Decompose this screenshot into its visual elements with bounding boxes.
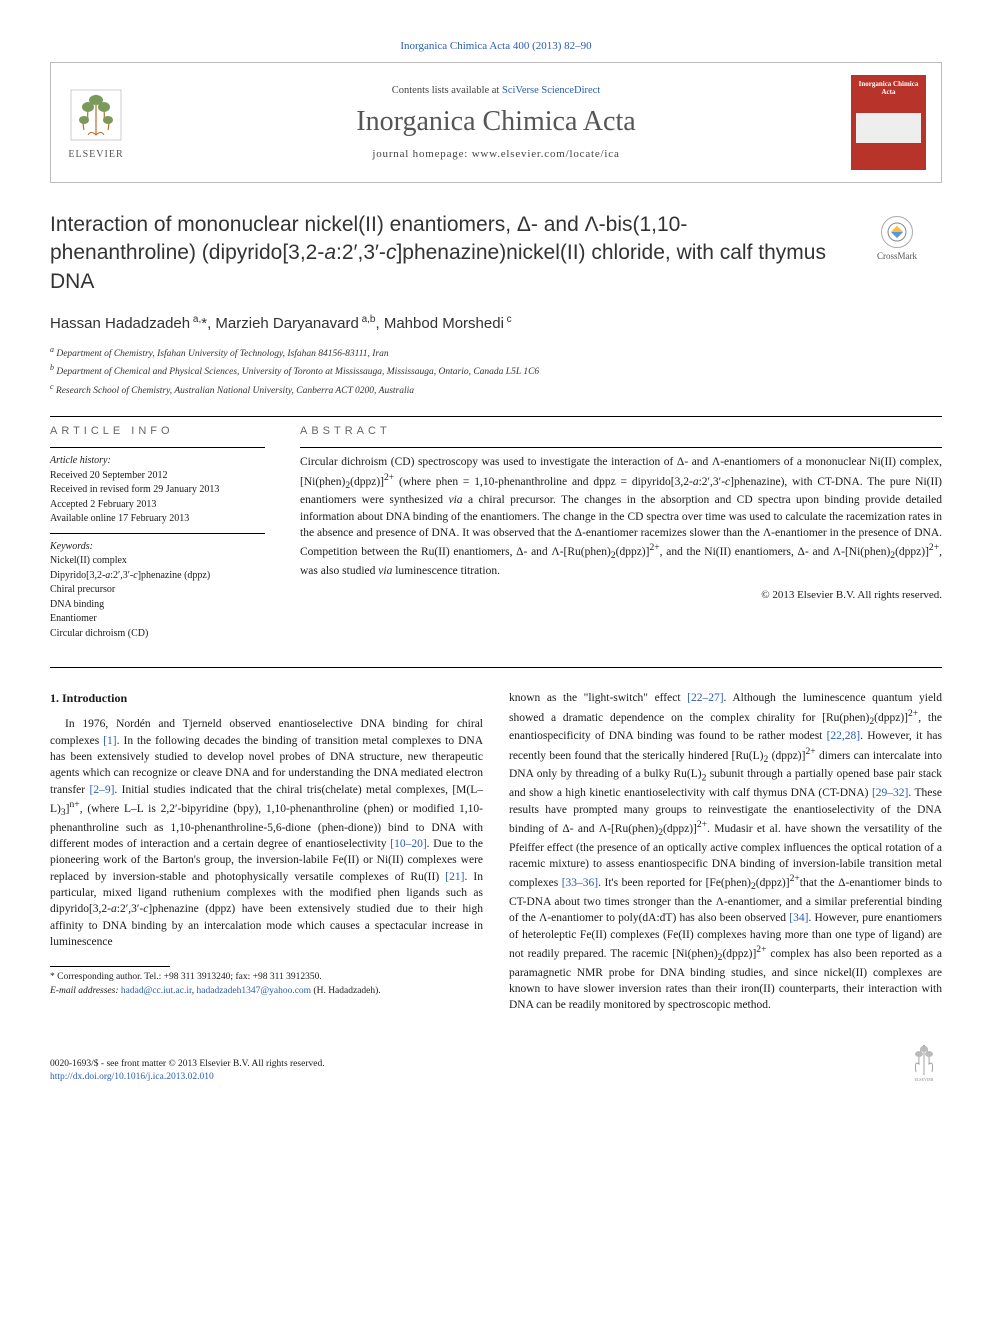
intro-paragraph: In 1976, Nordén and Tjerneld observed en… bbox=[50, 716, 483, 950]
journal-citation: Inorganica Chimica Acta 400 (2013) 82–90 bbox=[50, 40, 942, 52]
ref-link[interactable]: [33–36] bbox=[562, 877, 598, 889]
keyword: Dipyrido[3,2-a:2′,3′-c]phenazine (dppz) bbox=[50, 569, 265, 584]
keyword: Nickel(II) complex bbox=[50, 554, 265, 569]
body-column-right: known as the "light-switch" effect [22–2… bbox=[509, 690, 942, 1013]
affiliations: a Department of Chemistry, Isfahan Unive… bbox=[50, 344, 942, 398]
elsevier-label: ELSEVIER bbox=[66, 149, 126, 160]
article-info-column: article info Article history: Received 2… bbox=[50, 417, 265, 647]
keywords-label: Keywords: bbox=[50, 540, 265, 555]
history-revised: Received in revised form 29 January 2013 bbox=[50, 483, 265, 498]
history-online: Available online 17 February 2013 bbox=[50, 512, 265, 527]
contents-line: Contents lists available at SciVerse Sci… bbox=[141, 85, 851, 96]
elsevier-footer-logo: ELSEVIER bbox=[907, 1042, 942, 1085]
journal-homepage: journal homepage: www.elsevier.com/locat… bbox=[141, 148, 851, 160]
abstract-column: abstract Circular dichroism (CD) spectro… bbox=[300, 417, 942, 647]
ref-link[interactable]: [10–20] bbox=[390, 838, 426, 850]
ref-link[interactable]: [22,28] bbox=[827, 730, 861, 742]
homepage-url[interactable]: www.elsevier.com/locate/ica bbox=[472, 148, 620, 160]
crossmark-icon bbox=[881, 216, 913, 248]
email-link[interactable]: hadad@cc.iut.ac.ir bbox=[121, 986, 192, 996]
keyword: DNA binding bbox=[50, 598, 265, 613]
history-received: Received 20 September 2012 bbox=[50, 469, 265, 484]
email-link[interactable]: hadadzadeh1347@yahoo.com bbox=[197, 986, 312, 996]
email-label: E-mail addresses: bbox=[50, 986, 119, 996]
history-label: Article history: bbox=[50, 454, 265, 469]
affiliation-c: c Research School of Chemistry, Australi… bbox=[50, 381, 942, 398]
intro-paragraph-continued: known as the "light-switch" effect [22–2… bbox=[509, 690, 942, 1013]
keyword: Enantiomer bbox=[50, 612, 265, 627]
affiliation-b: b Department of Chemical and Physical Sc… bbox=[50, 362, 942, 379]
homepage-prefix: journal homepage: bbox=[372, 148, 471, 160]
abstract-copyright: © 2013 Elsevier B.V. All rights reserved… bbox=[300, 589, 942, 601]
keywords-block: Keywords: Nickel(II) complex Dipyrido[3,… bbox=[50, 534, 265, 648]
divider bbox=[50, 667, 942, 668]
affiliation-a: a Department of Chemistry, Isfahan Unive… bbox=[50, 344, 942, 361]
elsevier-logo: ELSEVIER bbox=[51, 85, 141, 160]
doi-link[interactable]: http://dx.doi.org/10.1016/j.ica.2013.02.… bbox=[50, 1072, 214, 1082]
section-heading-introduction: 1. Introduction bbox=[50, 690, 483, 707]
journal-name: Inorganica Chimica Acta bbox=[141, 106, 851, 138]
footnotes: * Corresponding author. Tel.: +98 311 39… bbox=[50, 971, 483, 998]
abstract-header: abstract bbox=[300, 417, 942, 447]
contents-prefix: Contents lists available at bbox=[392, 85, 502, 96]
ref-link[interactable]: [29–32] bbox=[872, 787, 908, 799]
article-history: Article history: Received 20 September 2… bbox=[50, 448, 265, 533]
ref-link[interactable]: [2–9] bbox=[89, 784, 114, 796]
body-column-left: 1. Introduction In 1976, Nordén and Tjer… bbox=[50, 690, 483, 1013]
ref-link[interactable]: [1] bbox=[103, 735, 116, 747]
elsevier-tree-icon bbox=[66, 85, 126, 145]
abstract-text: Circular dichroism (CD) spectroscopy was… bbox=[300, 448, 942, 579]
sciencedirect-link[interactable]: SciVerse ScienceDirect bbox=[502, 85, 600, 96]
ref-link[interactable]: [21] bbox=[445, 871, 464, 883]
ref-link[interactable]: [22–27] bbox=[687, 692, 723, 704]
page-footer: 0020-1693/$ - see front matter © 2013 El… bbox=[50, 1042, 942, 1085]
authors-list: Hassan Hadadzadeh a,*, Marzieh Daryanava… bbox=[50, 314, 942, 332]
article-info-header: article info bbox=[50, 417, 265, 447]
footnote-divider bbox=[50, 966, 170, 967]
corresponding-author-note: * Corresponding author. Tel.: +98 311 39… bbox=[50, 971, 483, 984]
cover-footer bbox=[856, 159, 921, 165]
email-author: (H. Hadadzadeh). bbox=[313, 986, 380, 996]
crossmark-badge[interactable]: CrossMark bbox=[852, 216, 942, 261]
keyword: Chiral precursor bbox=[50, 583, 265, 598]
ref-link[interactable]: [34] bbox=[789, 912, 808, 924]
email-note: E-mail addresses: hadad@cc.iut.ac.ir, ha… bbox=[50, 985, 483, 998]
issn-line: 0020-1693/$ - see front matter © 2013 El… bbox=[50, 1058, 325, 1071]
journal-cover-thumbnail: Inorganica Chimica Acta bbox=[851, 75, 926, 170]
svg-text:ELSEVIER: ELSEVIER bbox=[915, 1077, 934, 1082]
article-title: Interaction of mononuclear nickel(II) en… bbox=[50, 211, 832, 296]
keyword: Circular dichroism (CD) bbox=[50, 627, 265, 642]
elsevier-tree-icon: ELSEVIER bbox=[907, 1042, 942, 1082]
cover-title: Inorganica Chimica Acta bbox=[856, 80, 921, 96]
crossmark-label: CrossMark bbox=[877, 251, 917, 261]
journal-header-box: ELSEVIER Contents lists available at Sci… bbox=[50, 62, 942, 183]
history-accepted: Accepted 2 February 2013 bbox=[50, 498, 265, 513]
